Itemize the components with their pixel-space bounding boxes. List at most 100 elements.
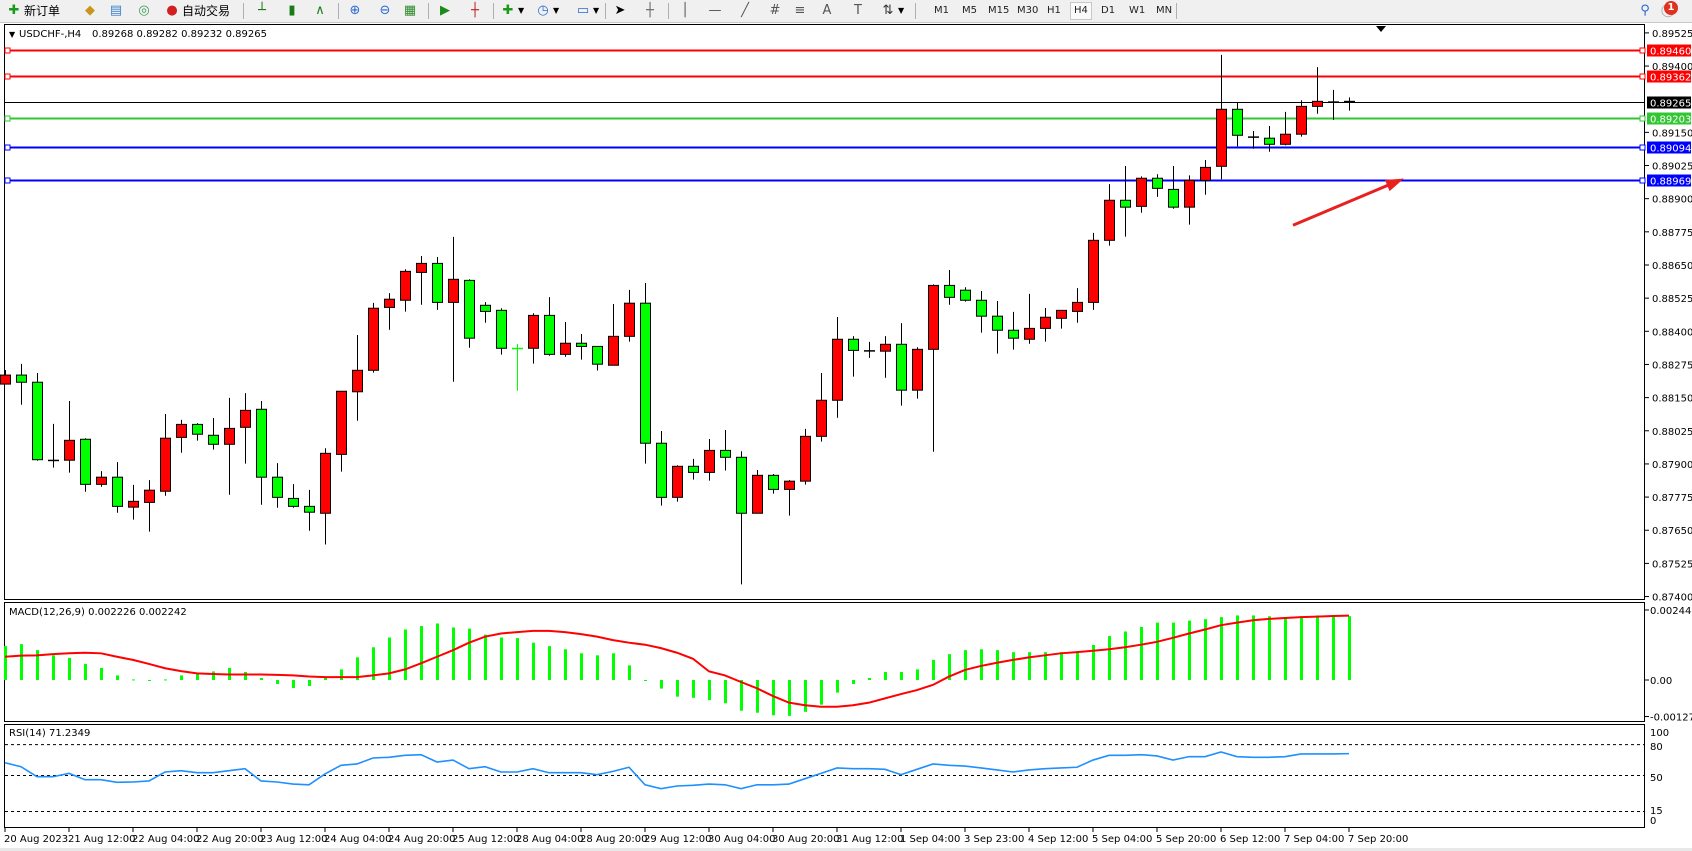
- candle-body: [384, 298, 395, 308]
- macd-histogram-bar: [916, 669, 919, 680]
- chart-shift-button[interactable]: ┼: [467, 2, 483, 20]
- candle-body: [1168, 188, 1179, 208]
- level-handle-icon[interactable]: [1639, 177, 1646, 184]
- candle-body: [272, 476, 283, 498]
- macd-histogram-bar: [660, 680, 663, 689]
- chart-shift-marker-icon[interactable]: [1376, 26, 1386, 32]
- auto-trading-icon: ●: [166, 3, 178, 18]
- candlestick-button[interactable]: ▮: [284, 2, 300, 20]
- navigator-button[interactable]: ▤: [108, 2, 124, 20]
- tile-windows-icon: ▦: [403, 3, 417, 18]
- timeframe-h4[interactable]: H4: [1070, 2, 1092, 20]
- timeframe-w1[interactable]: W1: [1129, 5, 1146, 16]
- fibo-fan-button[interactable]: ≡: [792, 2, 808, 20]
- candle-body: [816, 399, 827, 437]
- chart-window[interactable]: 0.89525 0.89400 0.89150 0.89025 0.88900 0.887…: [0, 23, 1692, 851]
- bar-chart-button[interactable]: ┴: [254, 2, 270, 20]
- macd-histogram-bar: [1300, 616, 1303, 680]
- candle: [1312, 67, 1323, 114]
- trend-arrow[interactable]: [1292, 178, 1404, 227]
- macd-axis-label: 0.00244: [1650, 606, 1691, 617]
- arrow-shaft[interactable]: [1292, 178, 1401, 227]
- level-handle-icon[interactable]: [4, 73, 11, 80]
- candle-body: [176, 423, 187, 438]
- level-tag: [1647, 174, 1691, 187]
- indicators-icon: ✚: [502, 3, 514, 18]
- macd-histogram-bar: [52, 655, 55, 680]
- auto-trading-button[interactable]: ● 自动交易: [164, 2, 230, 20]
- macd-histogram-bar: [1188, 620, 1191, 680]
- level-handle-icon[interactable]: [1639, 115, 1646, 122]
- text-button[interactable]: A: [819, 2, 835, 20]
- fibonacci-button[interactable]: #: [767, 2, 783, 20]
- timeframe-h1[interactable]: H1: [1047, 5, 1061, 16]
- time-axis-label: 20 Aug 2023: [4, 834, 68, 845]
- periods-button[interactable]: ◷ ▼: [535, 2, 559, 20]
- candle-body: [1312, 100, 1323, 107]
- zoom-out-button[interactable]: ⊖: [377, 2, 393, 20]
- level-handle-icon[interactable]: [4, 47, 11, 54]
- macd-histogram-bar: [340, 669, 343, 680]
- level-handle-icon[interactable]: [4, 177, 11, 184]
- macd-histogram-bar: [1092, 644, 1095, 680]
- level-handle-icon[interactable]: [1639, 144, 1646, 151]
- candle-body: [128, 500, 139, 508]
- crosshair-button[interactable]: ┼: [642, 2, 658, 20]
- candle-body: [448, 278, 459, 303]
- candle: [512, 344, 523, 391]
- timeframe-m30[interactable]: M30: [1017, 5, 1039, 16]
- timeframe-m5[interactable]: M5: [962, 5, 977, 16]
- candle: [944, 270, 955, 305]
- timeframe-m15[interactable]: M15: [988, 5, 1010, 16]
- price-axis-label: 0.89025: [1652, 162, 1692, 173]
- macd-histogram-bar: [292, 680, 295, 689]
- candle: [1136, 176, 1147, 213]
- candle: [640, 283, 651, 464]
- candle-body: [240, 409, 251, 428]
- candle-body: [672, 465, 683, 498]
- macd-histogram-bar: [4, 646, 7, 680]
- candle: [128, 484, 139, 520]
- candle: [192, 423, 203, 441]
- current-price-tag: [1647, 96, 1691, 109]
- price-axis-label: 0.87775: [1652, 493, 1692, 504]
- candle-body: [1088, 239, 1099, 303]
- text-label-button[interactable]: T: [850, 2, 866, 20]
- candle: [1056, 309, 1067, 329]
- search-button[interactable]: ⚲: [1637, 2, 1653, 20]
- market-watch-button[interactable]: ◆: [82, 2, 98, 20]
- symbol-menu-icon[interactable]: ▼: [9, 30, 16, 39]
- cursor-button[interactable]: ➤: [612, 2, 628, 20]
- level-handle-icon[interactable]: [1639, 73, 1646, 80]
- auto-scroll-button[interactable]: ▶: [437, 2, 453, 20]
- trendline-icon: ╱: [741, 3, 749, 18]
- level-handle-icon[interactable]: [4, 115, 11, 122]
- trendline-button[interactable]: ╱: [737, 2, 753, 20]
- level-handle-icon[interactable]: [1639, 47, 1646, 54]
- candle: [96, 471, 107, 487]
- timeframe-mn[interactable]: MN: [1156, 5, 1173, 16]
- templates-button[interactable]: ▭ ▼: [575, 2, 599, 20]
- signals-button[interactable]: ◎: [136, 2, 152, 20]
- cursor-icon: ➤: [614, 3, 626, 18]
- horizontal-line-button[interactable]: —: [707, 2, 723, 20]
- rsi-axis-label: 15: [1650, 806, 1663, 817]
- level-handle-icon[interactable]: [4, 144, 11, 151]
- timeframe-d1[interactable]: D1: [1101, 5, 1116, 16]
- tile-windows-button[interactable]: ▦: [402, 2, 418, 20]
- vertical-line-button[interactable]: │: [677, 2, 693, 20]
- indicators-button[interactable]: ✚ ▼: [500, 2, 525, 20]
- macd-histogram-bar: [1236, 615, 1239, 680]
- candle: [288, 484, 299, 508]
- candle: [608, 303, 619, 366]
- price-axis-label: 0.88025: [1652, 427, 1692, 438]
- new-order-button[interactable]: ✚ 新订单: [6, 2, 60, 20]
- zoom-in-button[interactable]: ⊕: [347, 2, 363, 20]
- time-axis-label: 5 Sep 20:00: [1156, 834, 1216, 845]
- line-chart-button[interactable]: ∧: [312, 2, 328, 20]
- arrows-button[interactable]: ⇅ ▼: [880, 2, 905, 20]
- price-axis-label: 0.87900: [1652, 460, 1692, 471]
- timeframe-m1[interactable]: M1: [934, 5, 949, 16]
- candle-body: [1008, 329, 1019, 339]
- vertical-line-icon: │: [681, 3, 689, 18]
